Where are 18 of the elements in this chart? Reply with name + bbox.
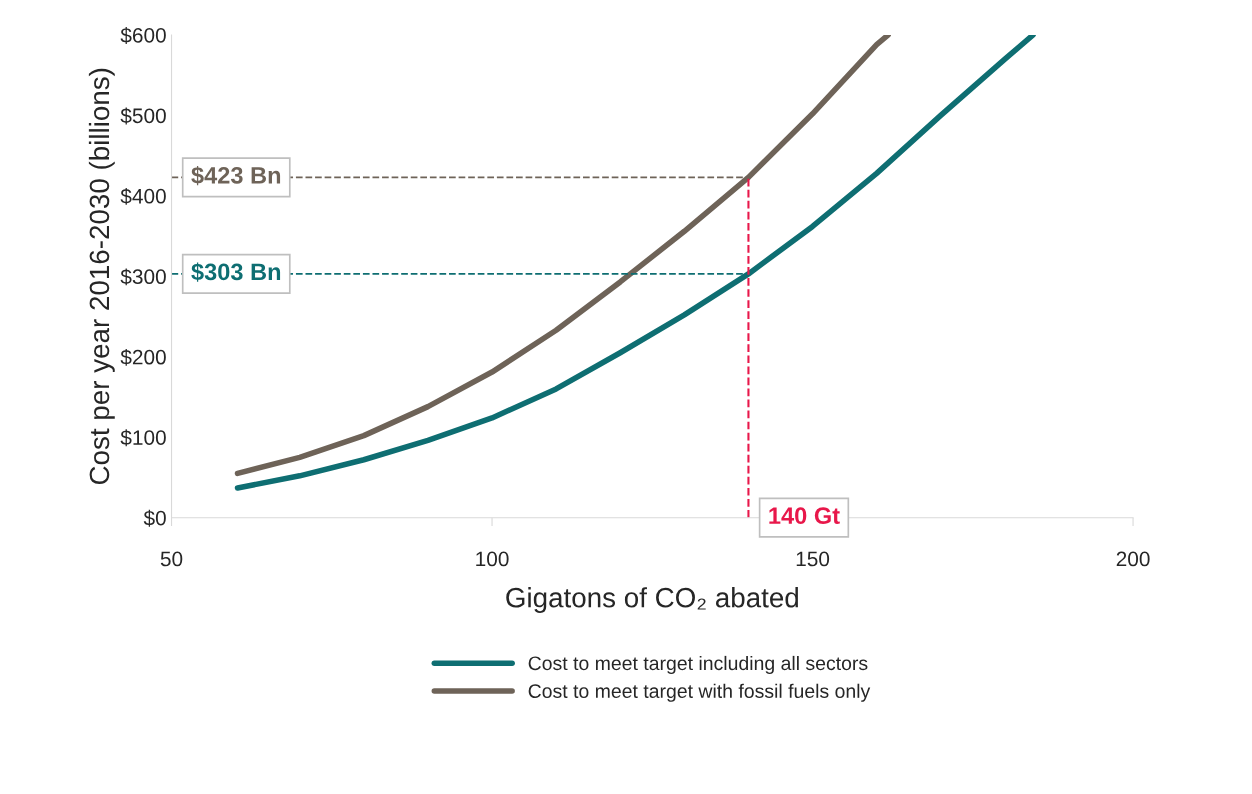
y-axis-title: Cost per year 2016-2030 (billions) [88, 68, 115, 485]
legend-label: Cost to meet target including all sectors [528, 655, 868, 674]
x-tick-label: 100 [476, 551, 509, 567]
ref-line-label: 140 Gt [769, 507, 840, 525]
annotation: $423 Bn [191, 165, 281, 186]
x-tick-label: 150 [796, 551, 830, 567]
x-tick-label: 200 [1116, 551, 1150, 567]
x-axis-title: Gigatons of CO₂ abated [506, 587, 798, 613]
legend-label: Cost to meet target with fossil fuels only [528, 683, 871, 702]
annotation: $303 Bn [191, 262, 281, 282]
y-tick-label: $400 [120, 187, 166, 205]
y-tick-label: $200 [120, 348, 166, 366]
y-tick-label: $300 [120, 268, 166, 286]
y-tick-label: $600 [120, 27, 166, 44]
y-tick-label: $500 [120, 107, 166, 125]
y-tick-label: $100 [120, 429, 166, 447]
x-tick-label: 50 [160, 551, 183, 567]
y-tick-label: $0 [143, 509, 166, 527]
